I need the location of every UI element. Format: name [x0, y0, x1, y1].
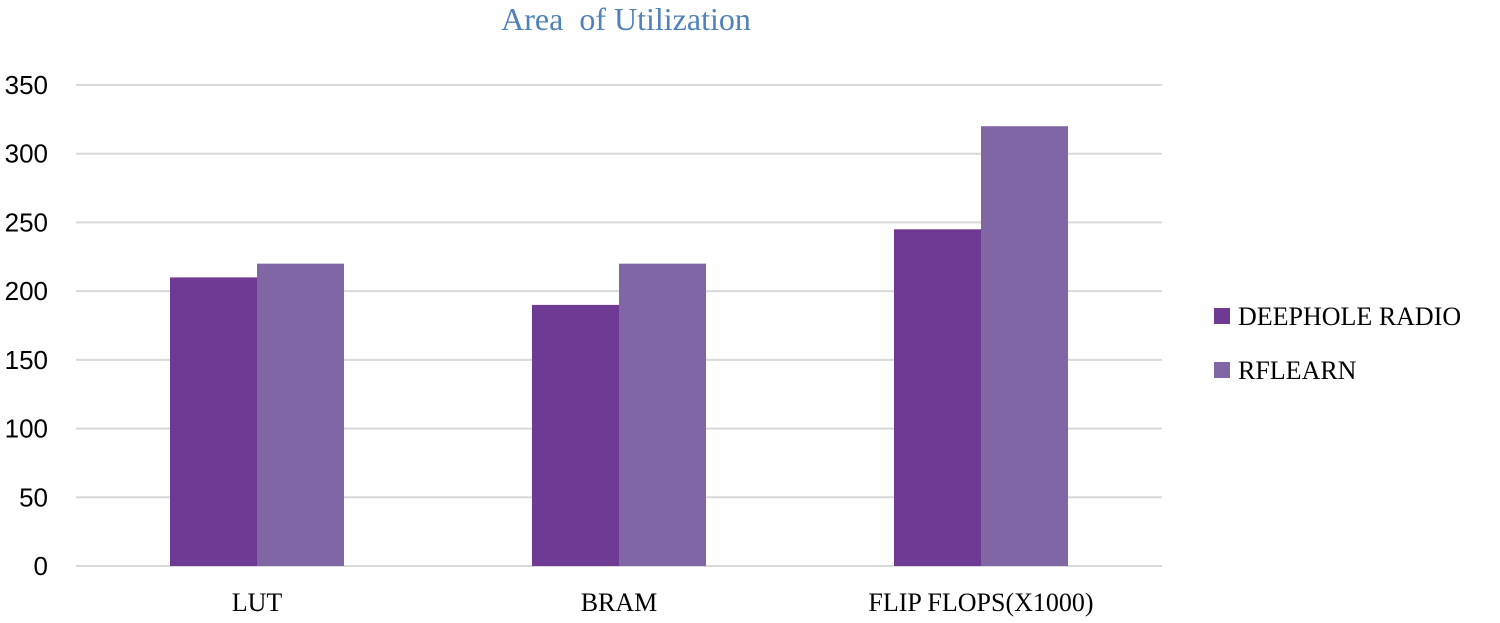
y-tick-label: 300 — [5, 139, 48, 169]
legend-swatch — [1214, 362, 1230, 378]
x-category-label: BRAM — [581, 588, 658, 617]
bar-rflearn-bram — [619, 263, 706, 566]
bar-rflearn-lut — [257, 263, 344, 566]
x-category-label: FLIP FLOPS(X1000) — [868, 588, 1093, 617]
y-tick-label: 150 — [5, 345, 48, 375]
legend-label: RFLEARN — [1238, 356, 1357, 385]
x-category-label: LUT — [232, 588, 283, 617]
y-tick-label: 0 — [34, 551, 48, 581]
y-tick-label: 50 — [19, 482, 48, 512]
legend: DEEPHOLE RADIO RFLEARN — [1214, 302, 1461, 385]
bars — [170, 126, 1068, 567]
legend-label: DEEPHOLE RADIO — [1238, 302, 1461, 331]
y-axis-ticks: 0 50 100 150 200 250 300 350 — [5, 70, 48, 581]
x-axis-categories: LUT BRAM FLIP FLOPS(X1000) — [232, 588, 1094, 617]
y-tick-label: 350 — [5, 70, 48, 100]
legend-swatch — [1214, 308, 1230, 324]
chart-title: Area of Utilization — [501, 1, 751, 37]
y-tick-label: 250 — [5, 207, 48, 237]
bar-rflearn-flip-flops-x1000- — [981, 126, 1068, 566]
bar-deephole-radio-flip-flops-x1000- — [894, 229, 981, 567]
y-tick-label: 200 — [5, 276, 48, 306]
y-tick-label: 100 — [5, 414, 48, 444]
bar-deephole-radio-lut — [170, 277, 257, 566]
bar-deephole-radio-bram — [532, 304, 619, 566]
